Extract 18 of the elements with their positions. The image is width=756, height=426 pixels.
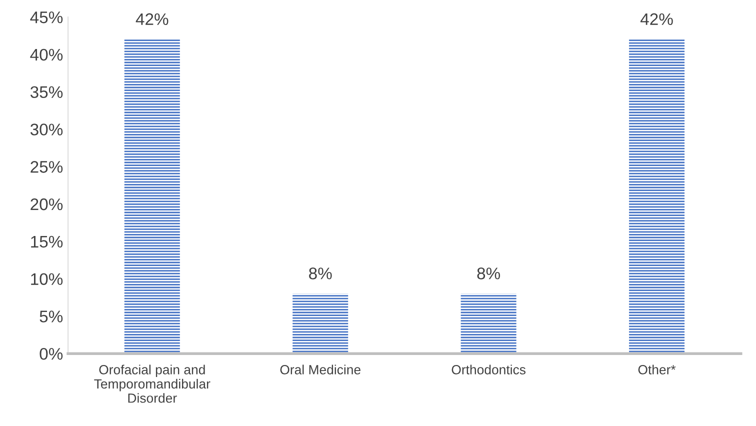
y-tick-label: 25% xyxy=(30,161,63,173)
y-tick-label: 45% xyxy=(30,12,63,24)
x-tick-label: Orofacial pain and Temporomandibular Disorder xyxy=(94,364,210,403)
x-tick-label: Other* xyxy=(638,364,676,374)
x-tick-label: Oral Medicine xyxy=(280,364,360,374)
y-tick-label: 5% xyxy=(40,310,63,322)
y-tick-label: 35% xyxy=(30,86,63,98)
y-tick-label: 20% xyxy=(30,198,63,210)
data-label: 8% xyxy=(477,268,500,280)
y-tick-label: 15% xyxy=(31,236,63,248)
data-label: 42% xyxy=(640,13,673,26)
data-label: 42% xyxy=(136,13,168,26)
y-tick-label: 10% xyxy=(31,273,63,285)
y-tick-label: 40% xyxy=(30,48,63,61)
y-tick-label: 30% xyxy=(30,124,63,136)
y-tick-label: 0% xyxy=(40,348,63,360)
data-label: 8% xyxy=(309,268,332,280)
x-tick-label: Orthodontics xyxy=(452,364,526,374)
